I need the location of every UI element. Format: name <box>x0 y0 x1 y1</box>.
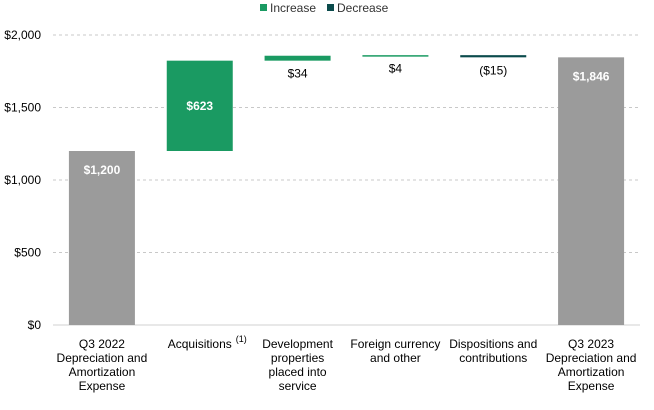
legend-label: Decrease <box>337 1 389 15</box>
category-label: service <box>279 379 317 393</box>
data-labels: $1,200 $623 $34 $4 ($15) $1,846 <box>84 62 610 177</box>
y-tick-label: $1,500 <box>4 101 41 115</box>
category-label: placed into <box>269 365 327 379</box>
category-label: Q3 2023 <box>568 337 614 351</box>
bar-total <box>68 151 135 325</box>
category-label: Amortization <box>69 365 136 379</box>
category-label: Depreciation and <box>546 351 637 365</box>
data-label: $1,846 <box>573 69 610 83</box>
legend-swatch <box>260 4 267 11</box>
category-label: Development <box>262 337 333 351</box>
category-label: Amortization <box>558 365 625 379</box>
category-label: Depreciation and <box>57 351 148 365</box>
category-footnote: (1) <box>236 334 247 344</box>
gridlines <box>53 34 640 326</box>
legend: Increase Decrease <box>260 1 389 15</box>
data-label: $1,200 <box>84 163 121 177</box>
category-label: and other <box>370 351 421 365</box>
category-label: Foreign currency <box>350 337 440 351</box>
category-label: contributions <box>459 351 527 365</box>
bar-increase <box>264 55 331 61</box>
bars <box>68 55 625 326</box>
bar-increase <box>166 60 233 151</box>
category-label: properties <box>271 351 324 365</box>
category-label: Q3 2022 <box>79 337 125 351</box>
y-tick-label: $2,000 <box>4 28 41 42</box>
category-label: Expense <box>568 379 615 393</box>
bar-decrease <box>460 55 527 58</box>
data-label: $4 <box>389 62 403 76</box>
y-tick-label: $0 <box>28 318 42 332</box>
category-label: Expense <box>79 379 126 393</box>
category-label: Acquisitions <box>168 337 232 351</box>
legend-label: Increase <box>270 1 316 15</box>
y-tick-label: $1,000 <box>4 173 41 187</box>
y-axis-tick-labels: $0 $500 $1,000 $1,500 $2,000 <box>4 28 41 332</box>
bar-increase <box>362 55 429 57</box>
bar-total <box>558 57 625 326</box>
y-tick-label: $500 <box>14 246 41 260</box>
legend-swatch <box>327 4 334 11</box>
data-label: $34 <box>288 67 308 81</box>
data-label: ($15) <box>479 63 507 77</box>
category-label: Dispositions and <box>449 337 537 351</box>
data-label: $623 <box>186 99 213 113</box>
